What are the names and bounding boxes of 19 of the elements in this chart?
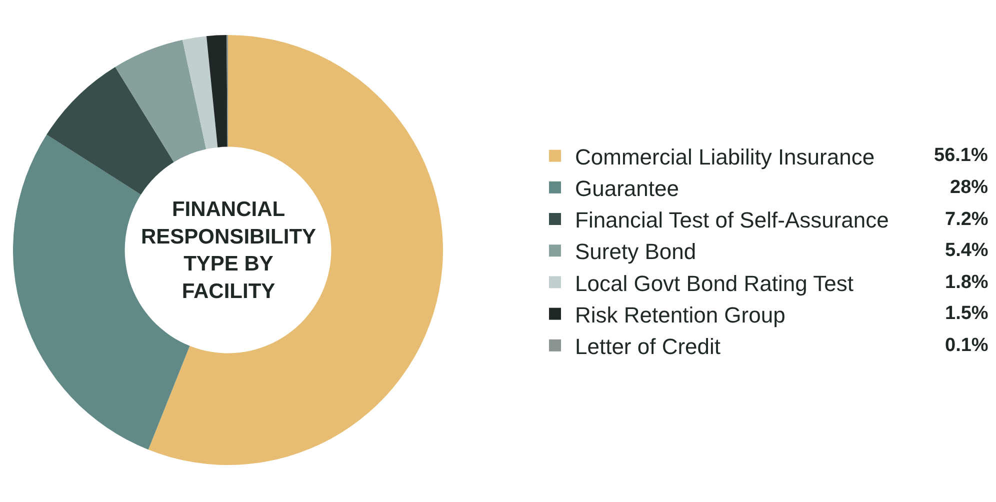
data-label: 7.2%	[945, 209, 988, 230]
text: FINANCIAL RESPONSIBILITY TYPE BY FACILITY	[141, 198, 316, 303]
legend-label: Risk Retention Group	[575, 302, 786, 328]
data-label: 56.1%	[934, 145, 988, 166]
legend-label: Surety Bond	[575, 239, 696, 264]
data-label: 1.8%	[945, 272, 988, 293]
donut-slice	[182, 36, 218, 150]
data-label: 5.4%	[945, 240, 988, 261]
data-label: 1.5%	[945, 303, 988, 324]
donut-slice	[206, 35, 228, 148]
data-label: 28%	[950, 177, 988, 198]
legend-label: Local Govt Bond Rating Test	[575, 270, 854, 296]
legend-label: Letter of Credit	[575, 334, 721, 359]
donut-slice	[46, 66, 174, 195]
legend-label: Guarantee	[575, 176, 679, 201]
legend-label: Commercial Liability Insurance	[575, 144, 875, 170]
legend-label: Financial Test of Self-Assurance	[575, 208, 889, 233]
data-label: 0.1%	[945, 335, 988, 356]
donut-slice	[115, 40, 206, 162]
